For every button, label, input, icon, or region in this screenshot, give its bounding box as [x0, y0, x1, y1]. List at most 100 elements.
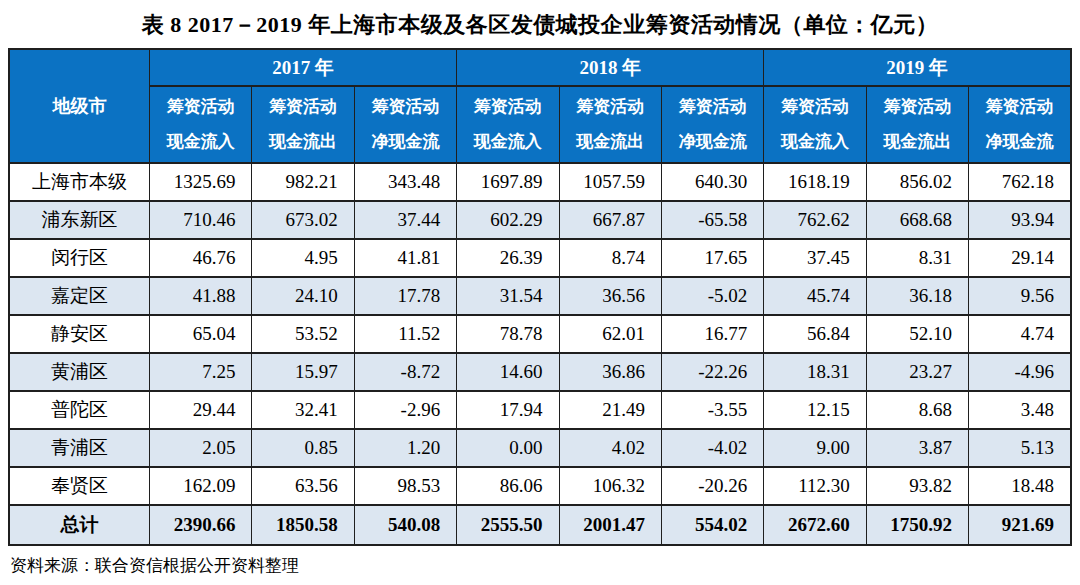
region-cell: 黄浦区 — [9, 353, 150, 391]
value-cell: -8.72 — [354, 353, 456, 391]
table-row: 嘉定区41.8824.1017.7831.5436.56-5.0245.7436… — [9, 277, 1071, 315]
value-cell: -65.58 — [661, 201, 763, 239]
value-cell: 1325.69 — [150, 163, 252, 201]
value-cell: 21.49 — [559, 391, 661, 429]
value-cell: 710.46 — [150, 201, 252, 239]
value-cell: 4.95 — [252, 239, 354, 277]
value-cell: 554.02 — [661, 505, 763, 545]
value-cell: 56.84 — [764, 315, 866, 353]
value-cell: 602.29 — [457, 201, 559, 239]
region-cell: 上海市本级 — [9, 163, 150, 201]
total-row: 总计2390.661850.58540.082555.502001.47554.… — [9, 505, 1071, 545]
value-cell: 46.76 — [150, 239, 252, 277]
year-header-2019: 2019 年 — [764, 49, 1071, 86]
value-cell: 29.14 — [969, 239, 1071, 277]
metric-header-outflow-2017: 筹资活动 现金流出 — [252, 86, 354, 163]
metric-header-net-2018: 筹资活动 净现金流 — [661, 86, 763, 163]
metric-header-outflow-2019: 筹资活动 现金流出 — [866, 86, 968, 163]
value-cell: -3.55 — [661, 391, 763, 429]
value-cell: 23.27 — [866, 353, 968, 391]
value-cell: 45.74 — [764, 277, 866, 315]
year-header-2017: 2017 年 — [150, 49, 457, 86]
region-cell: 奉贤区 — [9, 467, 150, 505]
metric-header-inflow-2018: 筹资活动 现金流入 — [457, 86, 559, 163]
year-header-2018: 2018 年 — [457, 49, 764, 86]
value-cell: 982.21 — [252, 163, 354, 201]
value-cell: 14.60 — [457, 353, 559, 391]
value-cell: -4.96 — [969, 353, 1071, 391]
value-cell: 41.88 — [150, 277, 252, 315]
value-cell: 8.74 — [559, 239, 661, 277]
region-cell: 静安区 — [9, 315, 150, 353]
region-cell: 青浦区 — [9, 429, 150, 467]
value-cell: -2.96 — [354, 391, 456, 429]
value-cell: 26.39 — [457, 239, 559, 277]
value-cell: 1.20 — [354, 429, 456, 467]
value-cell: -22.26 — [661, 353, 763, 391]
value-cell: 37.45 — [764, 239, 866, 277]
value-cell: 32.41 — [252, 391, 354, 429]
value-cell: 640.30 — [661, 163, 763, 201]
value-cell: 673.02 — [252, 201, 354, 239]
table-row: 静安区65.0453.5211.5278.7862.0116.7756.8452… — [9, 315, 1071, 353]
source-note: 资料来源：联合资信根据公开资料整理 — [10, 554, 1080, 577]
value-cell: 1750.92 — [866, 505, 968, 545]
total-label-cell: 总计 — [9, 505, 150, 545]
value-cell: 36.18 — [866, 277, 968, 315]
value-cell: 1618.19 — [764, 163, 866, 201]
value-cell: 98.53 — [354, 467, 456, 505]
value-cell: 0.00 — [457, 429, 559, 467]
value-cell: 36.86 — [559, 353, 661, 391]
region-cell: 普陀区 — [9, 391, 150, 429]
metric-header-net-2017: 筹资活动 净现金流 — [354, 86, 456, 163]
value-cell: 62.01 — [559, 315, 661, 353]
value-cell: -4.02 — [661, 429, 763, 467]
value-cell: 856.02 — [866, 163, 968, 201]
value-cell: 2672.60 — [764, 505, 866, 545]
value-cell: 18.31 — [764, 353, 866, 391]
value-cell: 1057.59 — [559, 163, 661, 201]
value-cell: 31.54 — [457, 277, 559, 315]
value-cell: 5.13 — [969, 429, 1071, 467]
value-cell: 9.56 — [969, 277, 1071, 315]
value-cell: 29.44 — [150, 391, 252, 429]
value-cell: 8.31 — [866, 239, 968, 277]
value-cell: 11.52 — [354, 315, 456, 353]
table-row: 黄浦区7.2515.97-8.7214.6036.86-22.2618.3123… — [9, 353, 1071, 391]
table-row: 上海市本级1325.69982.21343.481697.891057.5964… — [9, 163, 1071, 201]
value-cell: 1697.89 — [457, 163, 559, 201]
value-cell: 24.10 — [252, 277, 354, 315]
value-cell: 668.68 — [866, 201, 968, 239]
value-cell: 2.05 — [150, 429, 252, 467]
value-cell: 921.69 — [969, 505, 1071, 545]
value-cell: 8.68 — [866, 391, 968, 429]
value-cell: 3.48 — [969, 391, 1071, 429]
value-cell: 63.56 — [252, 467, 354, 505]
value-cell: 112.30 — [764, 467, 866, 505]
value-cell: 667.87 — [559, 201, 661, 239]
value-cell: 162.09 — [150, 467, 252, 505]
table-row: 普陀区29.4432.41-2.9617.9421.49-3.5512.158.… — [9, 391, 1071, 429]
value-cell: -5.02 — [661, 277, 763, 315]
table-row: 浦东新区710.46673.0237.44602.29667.87-65.587… — [9, 201, 1071, 239]
value-cell: 12.15 — [764, 391, 866, 429]
region-cell: 嘉定区 — [9, 277, 150, 315]
metric-header-inflow-2019: 筹资活动 现金流入 — [764, 86, 866, 163]
value-cell: 93.82 — [866, 467, 968, 505]
value-cell: 16.77 — [661, 315, 763, 353]
value-cell: 93.94 — [969, 201, 1071, 239]
table-row: 闵行区46.764.9541.8126.398.7417.6537.458.31… — [9, 239, 1071, 277]
metric-header-net-2019: 筹资活动 净现金流 — [969, 86, 1071, 163]
value-cell: 4.74 — [969, 315, 1071, 353]
value-cell: 18.48 — [969, 467, 1071, 505]
value-cell: 762.18 — [969, 163, 1071, 201]
value-cell: -20.26 — [661, 467, 763, 505]
table-body: 上海市本级1325.69982.21343.481697.891057.5964… — [9, 163, 1071, 545]
page-title: 表 8 2017－2019 年上海市本级及各区发债城投企业筹资活动情况（单位：亿… — [0, 10, 1080, 40]
value-cell: 106.32 — [559, 467, 661, 505]
value-cell: 86.06 — [457, 467, 559, 505]
value-cell: 3.87 — [866, 429, 968, 467]
value-cell: 41.81 — [354, 239, 456, 277]
table-row: 青浦区2.050.851.200.004.02-4.029.003.875.13 — [9, 429, 1071, 467]
value-cell: 37.44 — [354, 201, 456, 239]
